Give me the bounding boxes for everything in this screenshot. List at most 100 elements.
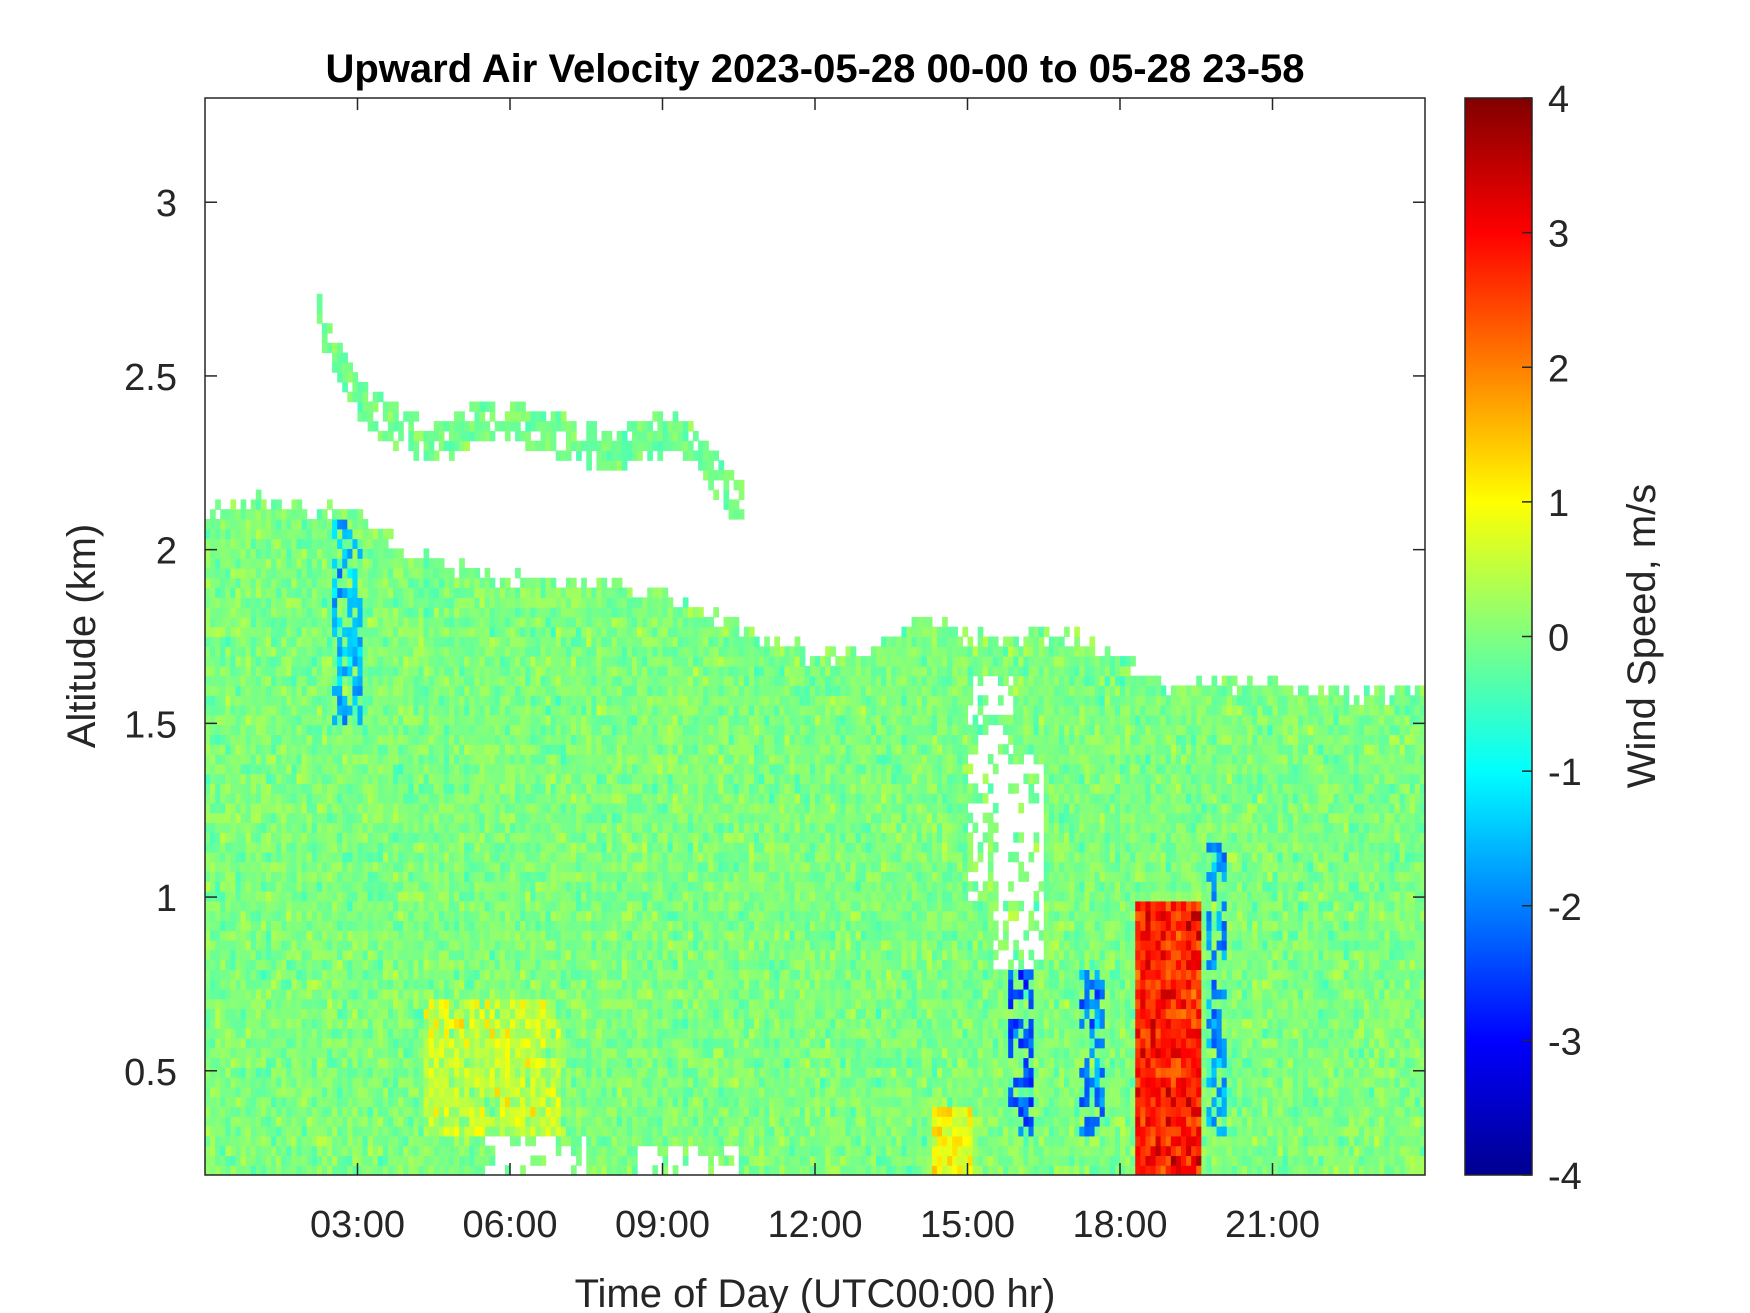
heatmap-cell — [449, 695, 455, 706]
heatmap-cell — [215, 607, 221, 618]
heatmap-cell — [271, 1116, 277, 1127]
heatmap-cell — [316, 900, 323, 912]
heatmap-cell — [210, 822, 216, 833]
heatmap-cell — [576, 851, 582, 863]
heatmap-cell — [545, 822, 552, 833]
heatmap-cell — [540, 900, 547, 912]
heatmap-cell — [576, 783, 582, 794]
heatmap-cell — [220, 548, 226, 559]
heatmap-cell — [388, 714, 394, 726]
heatmap-cell — [281, 744, 287, 755]
heatmap-cell — [550, 597, 557, 608]
heatmap-cell — [484, 430, 491, 442]
heatmap-cell — [266, 626, 272, 638]
heatmap-cell — [215, 763, 221, 775]
heatmap-cell — [571, 812, 577, 824]
heatmap-cell — [291, 959, 298, 970]
heatmap-cell — [260, 763, 267, 775]
heatmap-cell — [276, 744, 282, 755]
heatmap-cell — [337, 773, 343, 784]
heatmap-cell — [408, 998, 415, 1010]
heatmap-cell — [565, 724, 572, 736]
heatmap-cell — [525, 949, 531, 961]
heatmap-cell — [210, 949, 216, 961]
heatmap-cell — [581, 861, 587, 873]
heatmap-cell — [560, 753, 567, 765]
heatmap-cell — [520, 430, 526, 442]
heatmap-cell — [504, 822, 511, 833]
heatmap-cell — [403, 1077, 409, 1088]
heatmap-cell — [347, 724, 354, 736]
heatmap-cell — [484, 871, 491, 882]
heatmap-cell — [413, 920, 420, 931]
heatmap-cell — [377, 959, 384, 970]
heatmap-cell — [367, 567, 374, 579]
heatmap-cell — [413, 802, 420, 814]
heatmap-cell — [291, 1037, 298, 1049]
heatmap-cell — [443, 714, 450, 726]
heatmap-cell — [357, 851, 364, 863]
heatmap-cell — [372, 656, 379, 667]
heatmap-cell — [372, 1077, 379, 1088]
heatmap-cell — [271, 1028, 277, 1039]
heatmap-cell — [286, 665, 293, 677]
heatmap-cell — [388, 763, 394, 775]
heatmap-cell — [352, 519, 359, 530]
heatmap-cell — [469, 802, 476, 814]
heatmap-cell — [555, 656, 562, 667]
heatmap-cell — [367, 744, 374, 755]
heatmap-cell — [484, 988, 491, 1000]
heatmap-cell — [459, 881, 465, 892]
heatmap-cell — [571, 949, 577, 961]
heatmap-cell — [215, 1037, 221, 1049]
heatmap-cell — [474, 685, 481, 696]
heatmap-cell — [327, 1086, 333, 1098]
heatmap-cell — [423, 1155, 430, 1166]
heatmap-cell — [408, 587, 415, 598]
heatmap-cell — [393, 783, 399, 794]
heatmap-cell — [540, 1126, 547, 1137]
heatmap-cell — [474, 714, 481, 726]
heatmap-cell — [494, 1106, 501, 1117]
heatmap-cell — [530, 1126, 537, 1137]
heatmap-cell — [286, 1008, 293, 1019]
heatmap-cell — [586, 1008, 592, 1019]
heatmap-cell — [398, 705, 404, 716]
heatmap-cell — [301, 1145, 308, 1157]
heatmap-cell — [586, 891, 592, 902]
heatmap-cell — [581, 695, 587, 706]
heatmap-cell — [388, 930, 394, 941]
heatmap-cell — [499, 871, 506, 882]
heatmap-cell — [342, 832, 348, 843]
heatmap-cell — [316, 988, 323, 1000]
heatmap-cell — [494, 626, 501, 638]
heatmap-cell — [388, 695, 394, 706]
heatmap-cell — [438, 665, 445, 677]
heatmap-cell — [474, 705, 481, 716]
heatmap-cell — [291, 1135, 298, 1147]
heatmap-cell — [540, 783, 547, 794]
heatmap-cell — [408, 440, 415, 452]
heatmap-cell — [327, 323, 333, 334]
heatmap-cell — [367, 528, 374, 540]
heatmap-cell — [332, 548, 338, 559]
heatmap-cell — [220, 724, 226, 736]
heatmap-cell — [230, 675, 237, 687]
heatmap-cell — [403, 675, 409, 687]
heatmap-cell — [276, 607, 282, 618]
heatmap-cell — [271, 656, 277, 667]
heatmap-cell — [489, 842, 496, 853]
heatmap-cell — [443, 1028, 450, 1039]
heatmap-cell — [372, 734, 379, 745]
heatmap-cell — [540, 832, 547, 843]
heatmap-cell — [454, 763, 460, 775]
heatmap-cell — [499, 842, 506, 853]
heatmap-cell — [525, 636, 531, 647]
heatmap-cell — [301, 705, 308, 716]
heatmap-cell — [362, 675, 369, 687]
heatmap-cell — [423, 1096, 430, 1108]
heatmap-cell — [372, 940, 379, 951]
heatmap-cell — [433, 577, 440, 589]
heatmap-cell — [357, 509, 364, 520]
heatmap-cell — [215, 861, 221, 873]
